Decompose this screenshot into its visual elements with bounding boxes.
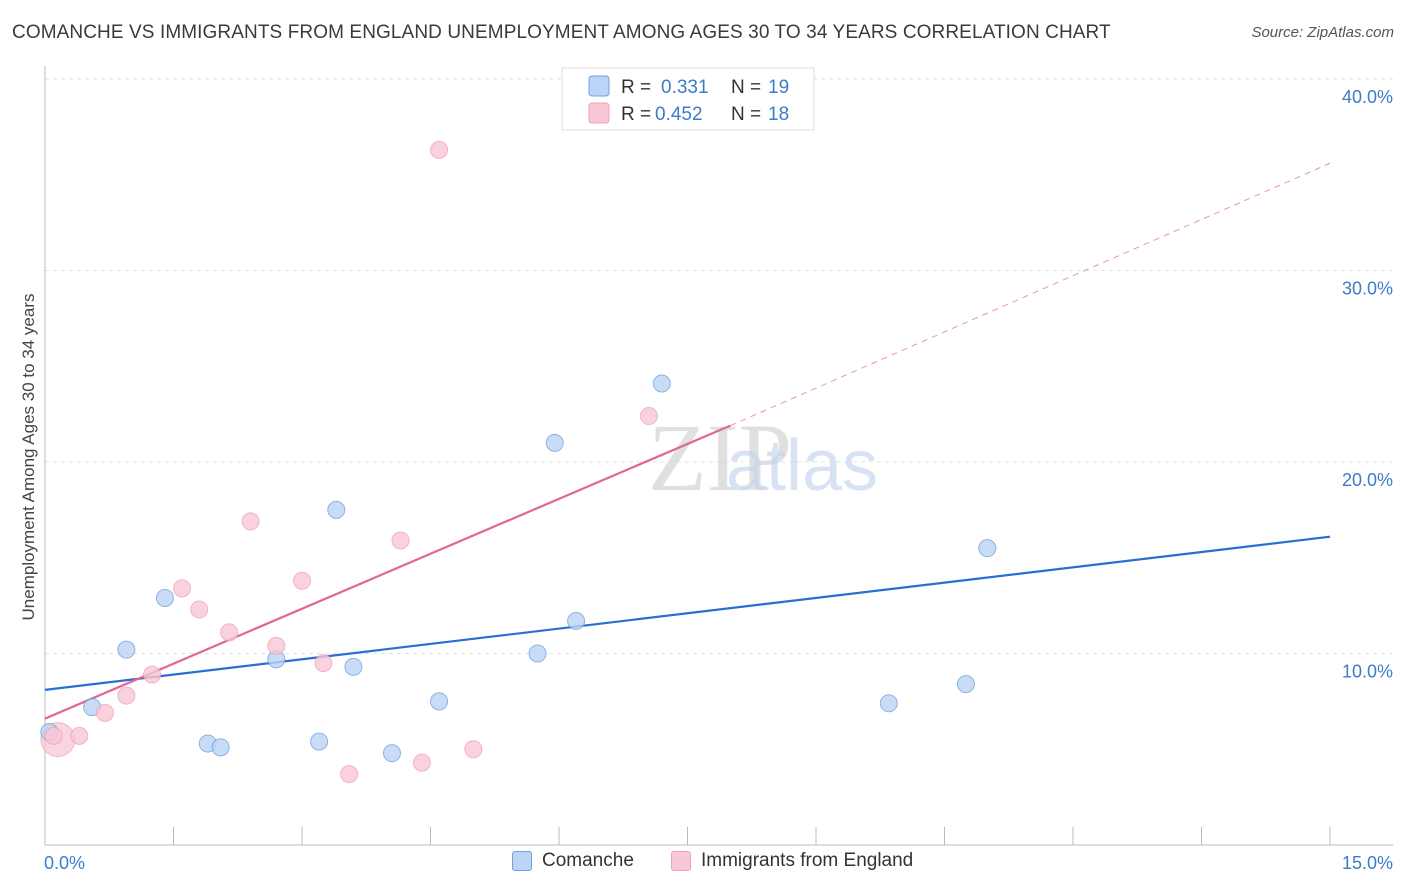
legend-n-label-2: N = [731,104,761,125]
data-point-england [70,726,89,745]
tick-layer: 10.0% 20.0% 30.0% 40.0% 0.0% 15.0% [44,87,1393,873]
x-tick-label: 15.0% [1342,853,1393,873]
legend-n-label-1: N = [731,77,761,98]
data-point-england [95,703,114,722]
y-tick-label: 30.0% [1342,279,1393,299]
data-point-comanche [344,657,363,676]
data-point-england [220,623,239,642]
data-point-england [639,407,658,426]
legend-swatch-comanche [588,75,610,97]
bottom-legend: Comanche Immigrants from England [0,850,1406,880]
source-label: Source: ZipAtlas.com [1251,24,1394,41]
data-point-comanche [211,738,230,757]
legend-label-england: Immigrants from England [701,850,914,871]
data-point-england [412,753,431,772]
legend-label-comanche: Comanche [542,850,634,871]
legend-r-label-2: R = [621,104,651,125]
data-point-comanche [117,640,136,659]
y-tick-label: 40.0% [1342,87,1393,107]
y-tick-label: 10.0% [1342,662,1393,682]
data-point-england [293,571,311,590]
watermark-atlas: atlas [726,426,878,506]
watermark: ZIP [648,404,792,511]
y-axis-label: Unemployment Among Ages 30 to 34 years [19,294,38,621]
data-point-england [143,665,162,684]
legend-r-value-comanche: 0.331 [661,77,709,98]
data-point-comanche [327,500,346,519]
axis-layer [44,66,1393,846]
data-point-england [173,579,192,598]
data-point-england [340,765,359,784]
data-point-england [430,140,449,159]
data-point-england [44,726,63,745]
data-point-england [241,512,260,531]
data-point-england [267,636,286,655]
legend-swatch [512,851,532,871]
legend-n-value-england: 18 [768,104,789,125]
grid-layer [45,78,1393,654]
x-tick-label: 0.0% [44,853,85,873]
point-layer [40,140,997,784]
legend-top: R = 0.331 N = 19 R = 0.452 N = 18 [561,67,815,131]
data-point-england [190,600,209,619]
data-point-comanche [528,644,547,663]
legend-item-comanche[interactable]: Comanche [512,850,634,872]
data-point-comanche [879,694,898,713]
legend-n-value-comanche: 19 [768,77,789,98]
legend-r-label-1: R = [621,77,651,98]
data-point-england [117,686,136,705]
data-point-comanche [155,588,174,607]
data-point-comanche [545,433,564,452]
y-tick-label: 20.0% [1342,470,1393,490]
data-point-england [314,654,333,673]
trend-line-dashed-1 [730,162,1331,427]
data-point-comanche [430,692,449,711]
data-point-comanche [567,611,586,630]
trend-line-0 [44,535,1331,691]
legend-item-england[interactable]: Immigrants from England [671,850,913,872]
data-point-comanche [956,675,975,694]
data-point-comanche [652,374,671,393]
chart-title: COMANCHE VS IMMIGRANTS FROM ENGLAND UNEM… [12,22,1111,43]
legend-swatch [671,851,691,871]
data-point-comanche [310,732,329,751]
data-point-comanche [978,539,997,558]
legend-r-value-england: 0.452 [655,104,703,125]
data-point-comanche [382,744,401,763]
data-point-england [391,531,410,550]
data-point-england [464,740,483,759]
legend-swatch-england [588,102,610,124]
